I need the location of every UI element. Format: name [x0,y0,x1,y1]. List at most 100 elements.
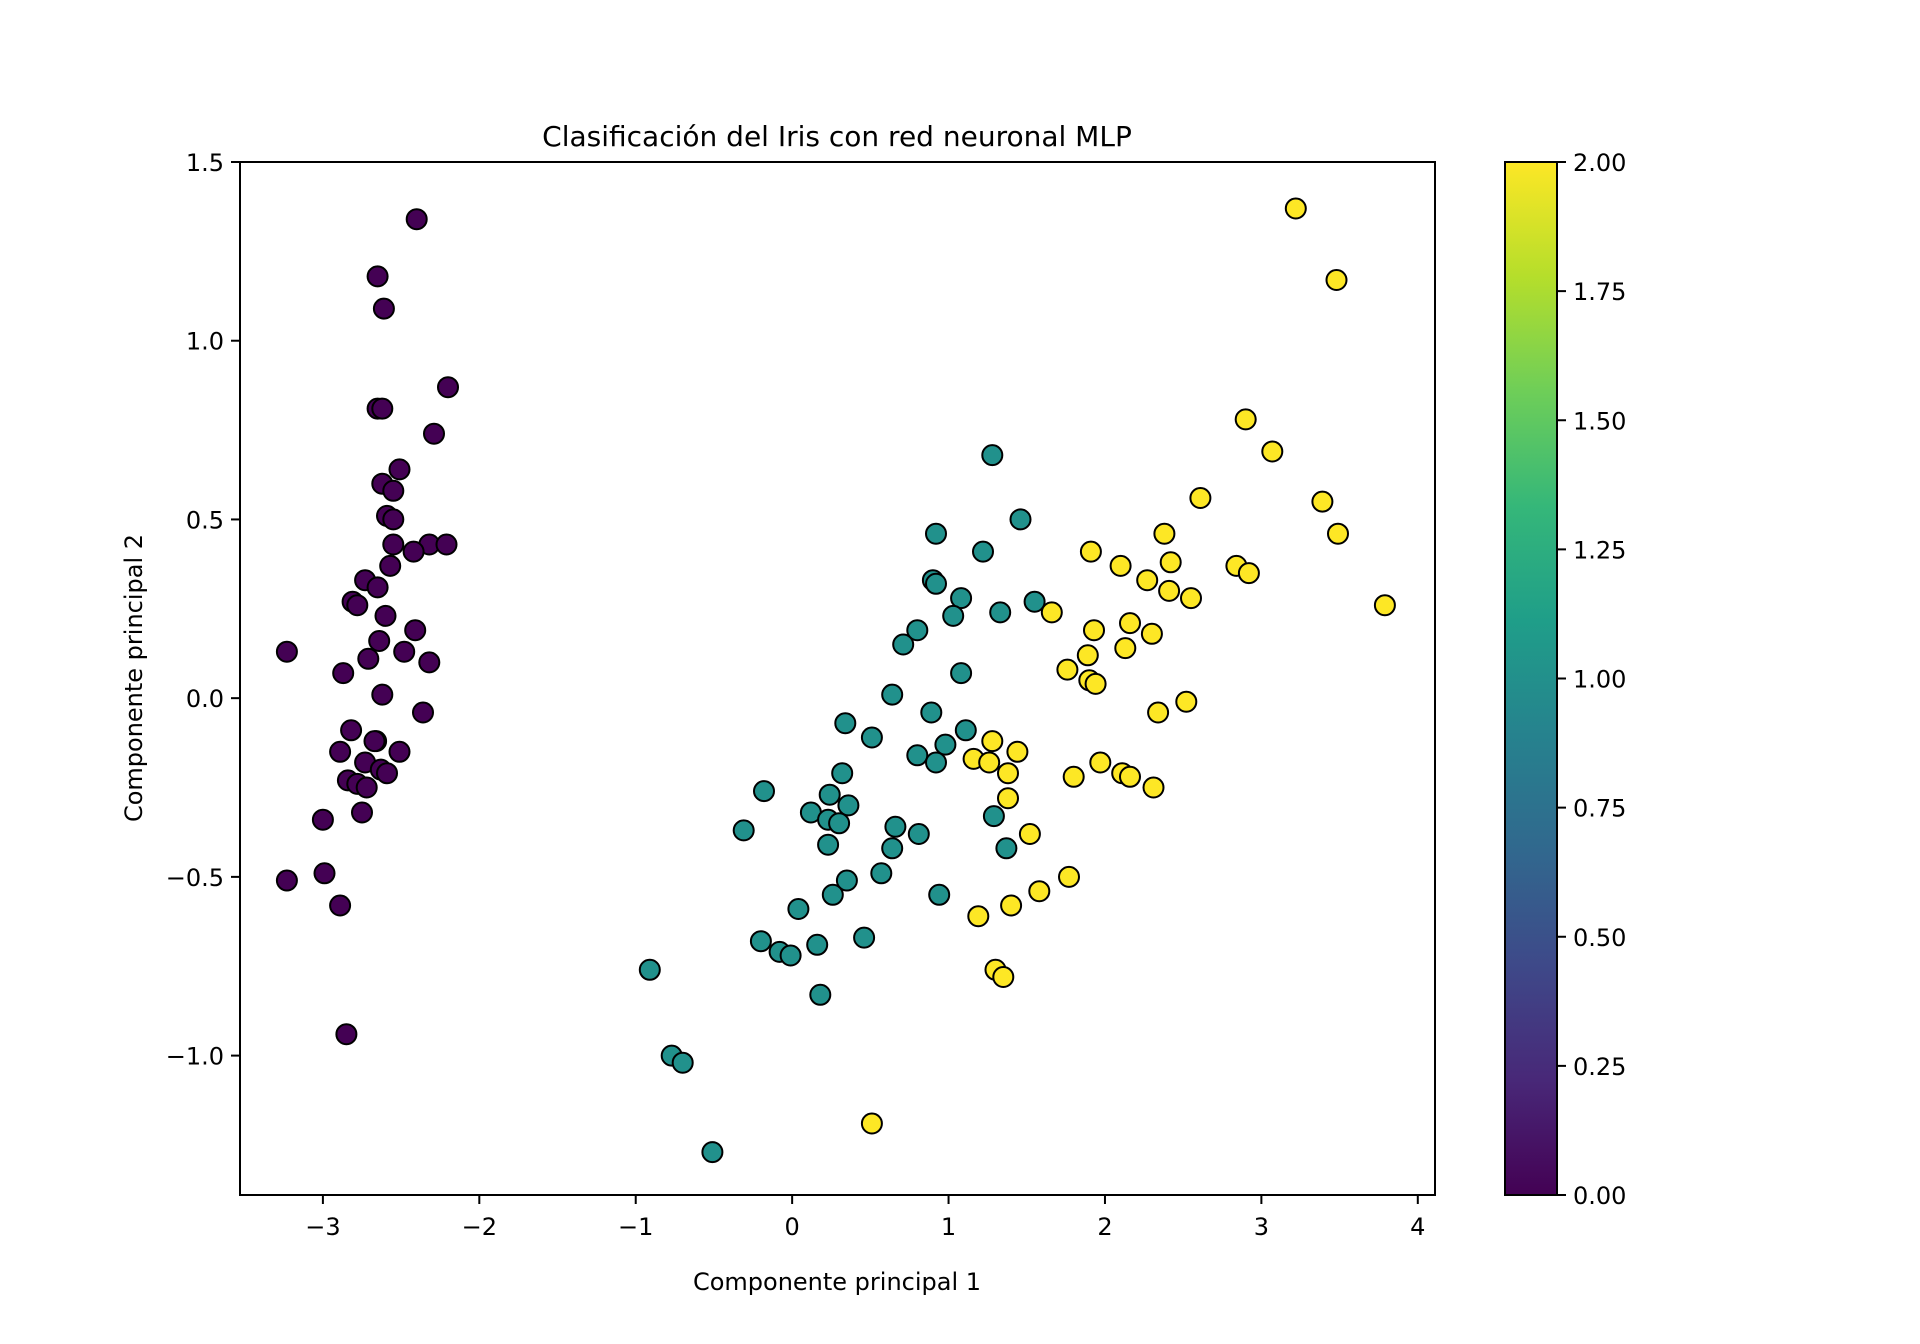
data-point-class-0 [402,540,425,563]
x-axis-label: Componente principal 1 [693,1268,981,1296]
plot-frame [239,161,1436,1196]
data-point-class-1 [892,633,915,656]
data-point-class-2 [1079,540,1102,563]
data-point-class-1 [950,587,973,610]
data-point-class-2 [1153,522,1176,545]
colorbar-tick-label: 1.00 [1573,666,1626,694]
data-point-class-2 [1083,619,1105,642]
data-point-class-1 [860,726,883,749]
data-point-class-1 [749,930,772,953]
data-point-class-0 [311,808,334,831]
data-point-class-1 [881,837,904,860]
data-point-class-0 [355,776,378,799]
data-point-class-1 [954,719,977,742]
y-tick-label: 1.5 [186,149,224,177]
data-point-class-0 [435,533,458,556]
x-tick-label: −1 [618,1213,653,1241]
data-point-class-1 [853,926,876,949]
colorbar-tick-label: 0.75 [1573,795,1626,823]
data-point-class-1 [1023,590,1046,613]
data-point-class-1 [701,1141,724,1164]
x-tick-label: 3 [1254,1213,1269,1241]
colorbar-tick-label: 1.25 [1573,536,1626,564]
y-axis-label: Componente principal 2 [120,534,148,822]
data-point-class-1 [982,805,1005,828]
chart-title: Clasificación del Iris con red neuronal … [542,120,1132,153]
data-point-class-0 [275,869,298,892]
data-point-class-0 [388,458,411,481]
data-point-class-2 [1058,865,1080,888]
data-point-class-1 [942,604,965,627]
x-tick-label: 1 [941,1213,956,1241]
data-point-class-2 [1119,612,1141,635]
data-point-class-1 [1009,508,1032,531]
data-point-class-2 [978,751,1001,774]
data-point-class-1 [925,751,947,774]
data-point-class-1 [831,762,854,785]
data-point-class-1 [925,522,947,545]
data-point-class-0 [313,862,336,885]
data-point-class-1 [972,540,994,563]
data-point-class-2 [1234,408,1257,431]
data-point-class-0 [382,479,405,502]
data-point-class-0 [275,640,298,663]
data-point-class-2 [1325,269,1348,291]
data-point-class-0 [366,265,389,288]
data-point-class-0 [393,640,416,663]
data-point-class-1 [834,712,857,735]
data-point-class-0 [412,701,434,724]
data-point-class-0 [368,630,391,652]
data-point-class-2 [1136,569,1159,592]
data-point-class-2 [1018,823,1041,845]
colorbar-tick-label: 0.50 [1573,924,1626,952]
y-tick-label: 1.0 [186,328,224,356]
data-point-class-2 [1084,672,1107,695]
x-tick-label: −3 [305,1213,340,1241]
data-point-class-0 [329,894,352,917]
data-point-class-1 [779,944,802,967]
data-point-class-0 [366,576,389,599]
data-point-class-1 [995,837,1018,860]
data-point-class-1 [671,1051,694,1074]
colorbar-tick-label: 1.75 [1573,278,1626,306]
x-axis: −3 −2 −1 0 1 2 3 4 [305,1195,1425,1241]
data-point-class-1 [753,780,775,803]
colorbar-axis: 2.00 1.75 1.50 1.25 1.00 0.75 0.50 0.25 0.00 [1557,149,1626,1210]
data-point-class-2 [1373,594,1396,617]
x-tick-label: 2 [1097,1213,1112,1241]
data-point-class-1 [828,812,851,835]
data-point-class-2 [1040,601,1063,624]
data-point-class-2 [1327,522,1349,545]
x-tick-label: −2 [462,1213,497,1241]
data-point-class-0 [382,508,405,531]
colorbar [1504,161,1558,1196]
y-tick-label: −1.0 [166,1043,224,1071]
data-point-class-1 [732,819,755,842]
data-point-class-2 [1109,554,1132,577]
data-point-class-0 [340,719,363,742]
data-point-class-0 [332,662,355,685]
data-point-class-2 [1089,751,1112,774]
data-point-class-0 [357,647,380,670]
data-point-class-1 [835,869,858,892]
points-layer [275,197,1396,1164]
data-point-class-2 [1261,440,1284,463]
data-point-class-0 [379,554,402,577]
data-point-class-0 [371,683,394,706]
data-point-class-0 [371,397,394,420]
data-point-class-1 [818,783,841,806]
data-point-class-1 [928,883,951,906]
data-point-class-1 [925,572,947,595]
data-point-class-1 [920,701,943,724]
data-point-class-1 [907,823,930,845]
data-point-class-0 [388,740,411,763]
data-point-class-2 [981,730,1004,753]
y-axis: 1.5 1.0 0.5 0.0 −0.5 −1.0 [166,149,240,1071]
data-point-class-0 [418,651,441,674]
data-point-class-0 [329,740,352,763]
colorbar-tick-label: 2.00 [1573,149,1626,177]
data-point-class-2 [1076,644,1099,667]
data-point-class-1 [981,444,1004,467]
data-point-class-0 [374,604,397,627]
